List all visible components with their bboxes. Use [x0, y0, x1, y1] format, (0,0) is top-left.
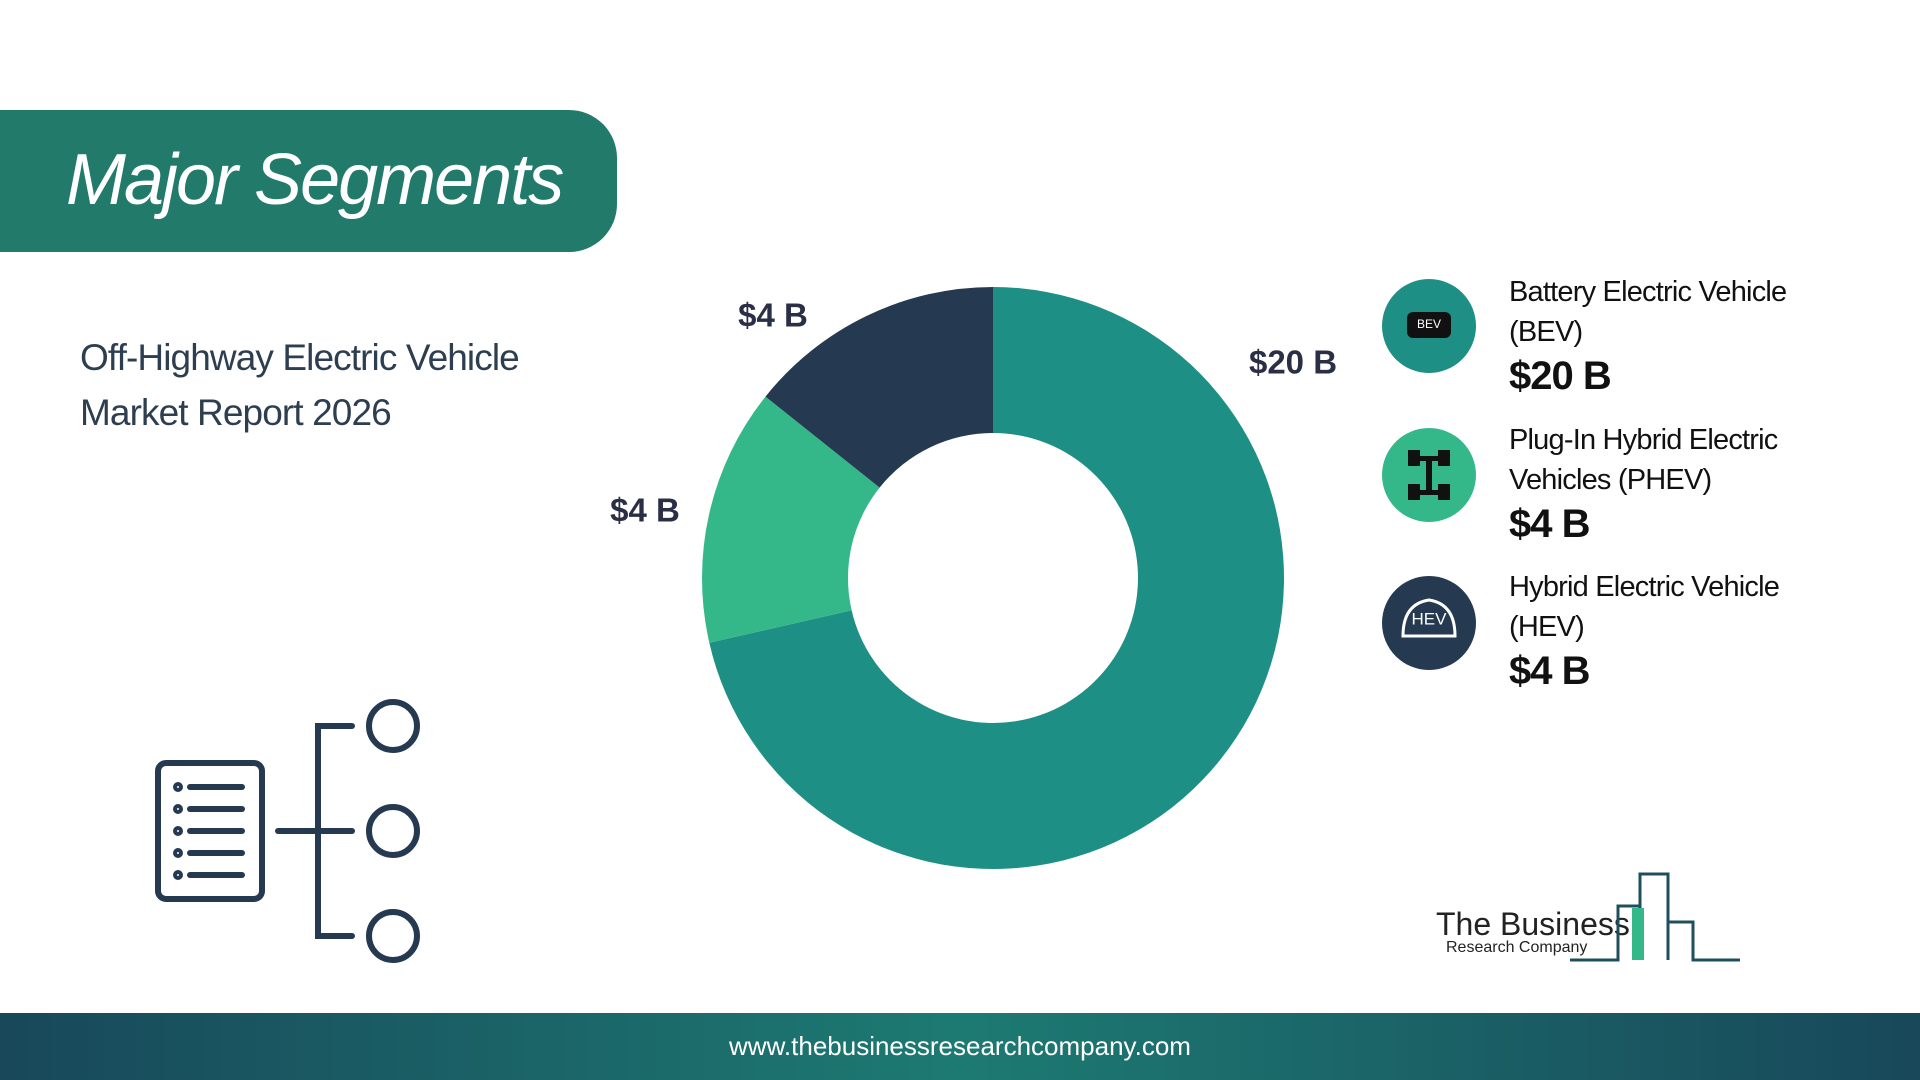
- legend-label: Hybrid Electric Vehicle (HEV): [1509, 571, 1780, 643]
- donut-segment: [709, 287, 1284, 870]
- legend-value: $4 B: [1509, 649, 1591, 693]
- legend-item: Hybrid Electric Vehicle (HEV) $4 B: [1509, 567, 1844, 695]
- icon-text: BEV: [1417, 317, 1441, 331]
- legend-item: Battery Electric Vehicle (BEV) $20 B: [1509, 272, 1844, 400]
- icon-shaft: [1426, 456, 1432, 494]
- donut-segment: [765, 287, 993, 488]
- icon-car: [1401, 598, 1457, 638]
- segments-icon: [155, 699, 420, 963]
- legend-value: $4 B: [1509, 502, 1591, 546]
- icon-car: [1407, 312, 1451, 338]
- data-label: $4 B: [738, 297, 808, 334]
- data-label: $4 B: [610, 492, 680, 529]
- legend-label: Battery Electric Vehicle (BEV): [1509, 276, 1787, 348]
- subtitle: Off-Highway Electric Vehicle Market Repo…: [80, 337, 520, 433]
- logo-text: The Business: [1436, 906, 1630, 942]
- legend-item: Plug-In Hybrid Electric Vehicles (PHEV) $…: [1509, 420, 1844, 548]
- donut-segment: [701, 396, 880, 643]
- legend-label: Plug-In Hybrid Electric Vehicles (PHEV): [1509, 424, 1778, 496]
- footer-url: www.thebusinessresearchcompany.com: [729, 1031, 1191, 1061]
- legend-icon: [1382, 576, 1476, 670]
- legend-icons: BEV HEV: [1382, 279, 1476, 670]
- chart: $20 B $4 B $4 B BEV HEV The Business Resear…: [155, 279, 1740, 963]
- logo-subtext: Research Company: [1446, 939, 1587, 956]
- legend-value: $20 B: [1509, 354, 1612, 398]
- donut: $20 B $4 B $4 B: [610, 287, 1337, 870]
- logo: The Business Research Company: [1436, 872, 1740, 962]
- footer: www.thebusinessresearchcompany.com: [0, 1013, 1920, 1080]
- data-label: $20 B: [1249, 344, 1337, 381]
- title-banner: Major Segments: [0, 110, 617, 252]
- title: Major Segments: [66, 140, 564, 220]
- icon-text: HEV: [1412, 609, 1448, 628]
